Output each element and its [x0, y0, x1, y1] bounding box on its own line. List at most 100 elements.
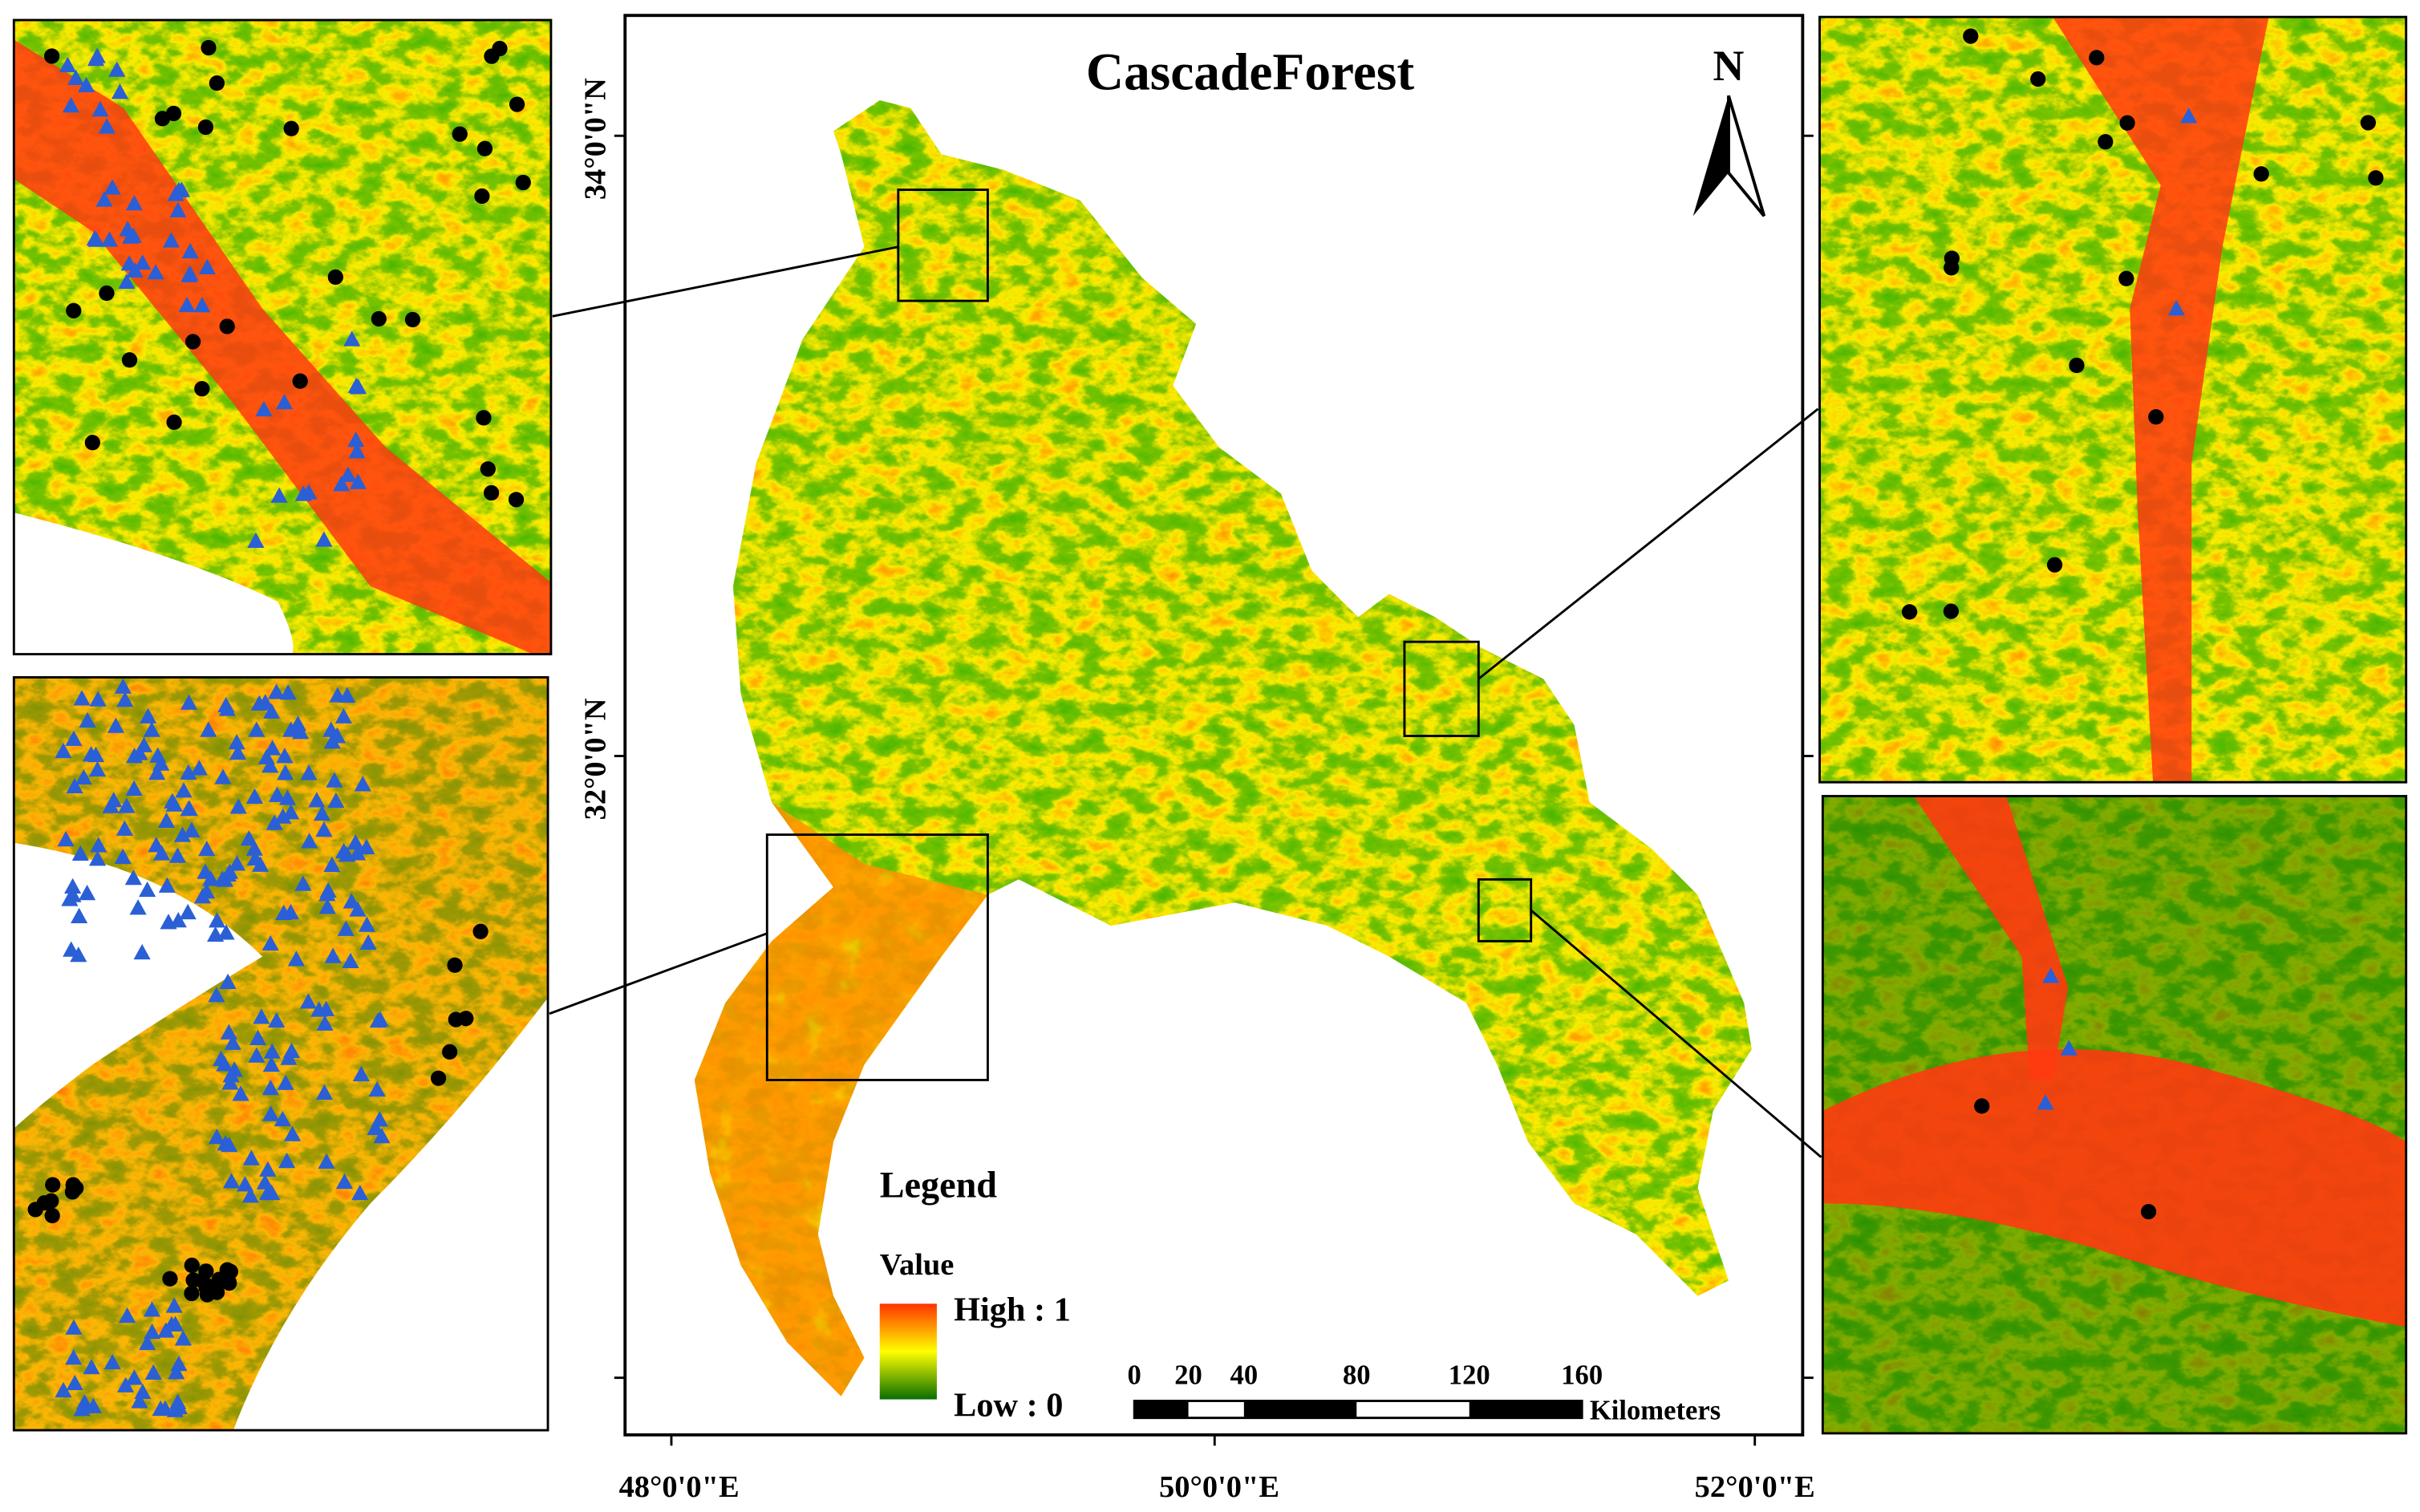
landslide-point: [219, 973, 237, 989]
non-landslide-point: [476, 410, 492, 426]
non-landslide-point: [474, 188, 490, 205]
landslide-point: [190, 760, 208, 776]
arrow-half: [1692, 95, 1729, 217]
landslide-point: [75, 1393, 94, 1410]
landslide-point: [256, 1174, 274, 1190]
landslide-point: [216, 1056, 233, 1072]
landslide-point: [257, 694, 274, 710]
landslide-point: [131, 744, 148, 760]
landslide-point: [274, 1110, 291, 1127]
leader-line: [549, 932, 768, 1015]
landslide-point: [70, 947, 87, 963]
north-arrow: N: [1692, 42, 1766, 217]
scale-label: 40: [1230, 1360, 1259, 1390]
non-landslide-point: [84, 435, 100, 451]
landslide-point: [67, 69, 85, 86]
landslide-point: [64, 878, 82, 894]
non-landslide-point: [327, 269, 343, 286]
non-landslide-point: [2360, 115, 2376, 131]
landslide-point: [124, 870, 142, 886]
non-landslide-point: [483, 484, 500, 501]
landslide-point: [131, 1392, 148, 1409]
inset-top-right: [1819, 17, 2406, 783]
landslide-point: [156, 1400, 174, 1417]
landslide-point: [248, 1047, 266, 1063]
landslide-point: [2037, 1094, 2054, 1110]
legend-heading: Legend: [880, 1165, 998, 1206]
landslide-point: [103, 1353, 121, 1370]
landslide-point: [352, 1065, 370, 1082]
landslide-point: [143, 721, 160, 737]
non-landslide-point: [404, 311, 421, 328]
landslide-point: [168, 847, 187, 863]
landslide-point: [2060, 1040, 2077, 1056]
landslide-point: [214, 768, 232, 784]
landslide-point: [248, 721, 266, 737]
landslide-point: [323, 733, 341, 749]
landslide-point: [126, 261, 144, 278]
landslide-point: [179, 903, 197, 920]
landslide-point: [348, 443, 366, 459]
landslide-point: [102, 797, 120, 813]
non-landslide-point: [2253, 166, 2269, 182]
high-zone: [1913, 796, 2069, 1080]
non-landslide-point: [2069, 357, 2085, 374]
landslide-point: [282, 1042, 301, 1059]
landslide-point: [198, 841, 216, 857]
non-landslide-point: [185, 1272, 201, 1288]
high-zone: [14, 39, 551, 655]
landslide-point: [242, 1149, 260, 1165]
landslide-point: [124, 227, 142, 243]
landslide-point: [245, 788, 264, 805]
landslide-point: [158, 877, 176, 893]
non-landslide-point: [2030, 71, 2046, 87]
landslide-point: [2042, 967, 2060, 983]
landslide-point: [249, 1029, 267, 1046]
non-landslide-point: [292, 373, 308, 389]
landslide-point: [354, 776, 371, 792]
landslide-point: [79, 885, 96, 901]
landslide-point: [318, 886, 336, 902]
non-landslide-point: [197, 119, 214, 136]
landslide-point: [66, 777, 83, 794]
landslide-point: [268, 786, 286, 802]
non-landslide-point: [121, 352, 138, 368]
landslide-point: [335, 842, 353, 858]
landslide-point: [169, 201, 187, 217]
landslide-point: [224, 1034, 241, 1050]
scale-unit: Kilometers: [1590, 1396, 1721, 1426]
scale-label: 160: [1561, 1360, 1603, 1390]
landslide-point: [118, 797, 136, 813]
landslide-point: [193, 297, 211, 313]
landslide-point: [261, 934, 279, 951]
landslide-point: [62, 97, 80, 113]
landslide-point: [73, 690, 91, 706]
landslide-point: [326, 772, 343, 788]
outside-area: [14, 513, 294, 655]
non-landslide-point: [154, 111, 171, 127]
inset-top-left: [14, 20, 551, 655]
non-landslide-point: [211, 1271, 227, 1287]
landslide-point: [180, 694, 198, 710]
landslide-point: [147, 264, 164, 280]
legend-high: High : 1: [954, 1291, 1071, 1328]
lon-label: 48°0'0"E: [619, 1470, 740, 1504]
non-landslide-point: [45, 1177, 61, 1193]
landslide-point: [119, 1307, 136, 1324]
scale-segment: [1134, 1401, 1189, 1418]
landslide-point: [152, 845, 171, 861]
landslide-point: [173, 826, 192, 842]
landslide-point: [90, 837, 107, 853]
landslide-point: [349, 845, 367, 861]
landslide-point: [279, 684, 297, 700]
landslide-point: [71, 907, 88, 924]
non-landslide-point: [448, 1011, 464, 1028]
landslide-point: [95, 191, 113, 207]
non-landslide-point: [2046, 557, 2063, 573]
lon-label: 52°0'0"E: [1695, 1470, 1815, 1504]
landslide-point: [236, 1176, 254, 1192]
non-landslide-point: [36, 1195, 52, 1211]
landslide-point: [174, 1330, 193, 1346]
landslide-point: [71, 845, 89, 861]
landslide-point: [148, 764, 166, 780]
